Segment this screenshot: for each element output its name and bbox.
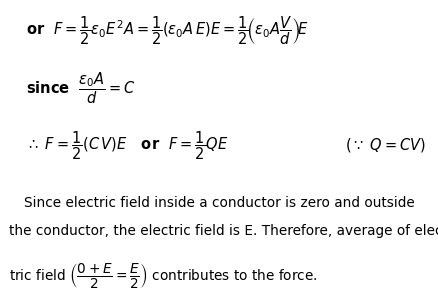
Text: the conductor, the electric field is E. Therefore, average of elec-: the conductor, the electric field is E. … — [9, 224, 438, 238]
Text: or  $F = \dfrac{1}{2}\varepsilon_0 E^2A = \dfrac{1}{2}(\varepsilon_0 A\, E)E = \: or $F = \dfrac{1}{2}\varepsilon_0 E^2A =… — [26, 14, 308, 47]
Text: tric field $\left(\dfrac{0+E}{2} = \dfrac{E}{2}\right)$ contributes to the force: tric field $\left(\dfrac{0+E}{2} = \dfra… — [9, 261, 317, 290]
Text: Since electric field inside a conductor is zero and outside: Since electric field inside a conductor … — [24, 196, 414, 211]
Text: since  $\dfrac{\varepsilon_0 A}{d} = C$: since $\dfrac{\varepsilon_0 A}{d} = C$ — [26, 71, 136, 106]
Text: $(\because\; Q = CV)$: $(\because\; Q = CV)$ — [344, 136, 425, 154]
Text: $\therefore\; F= \dfrac{1}{2}(C\,V)E$   or  $F = \dfrac{1}{2}QE$: $\therefore\; F= \dfrac{1}{2}(C\,V)E$ or… — [26, 129, 229, 162]
